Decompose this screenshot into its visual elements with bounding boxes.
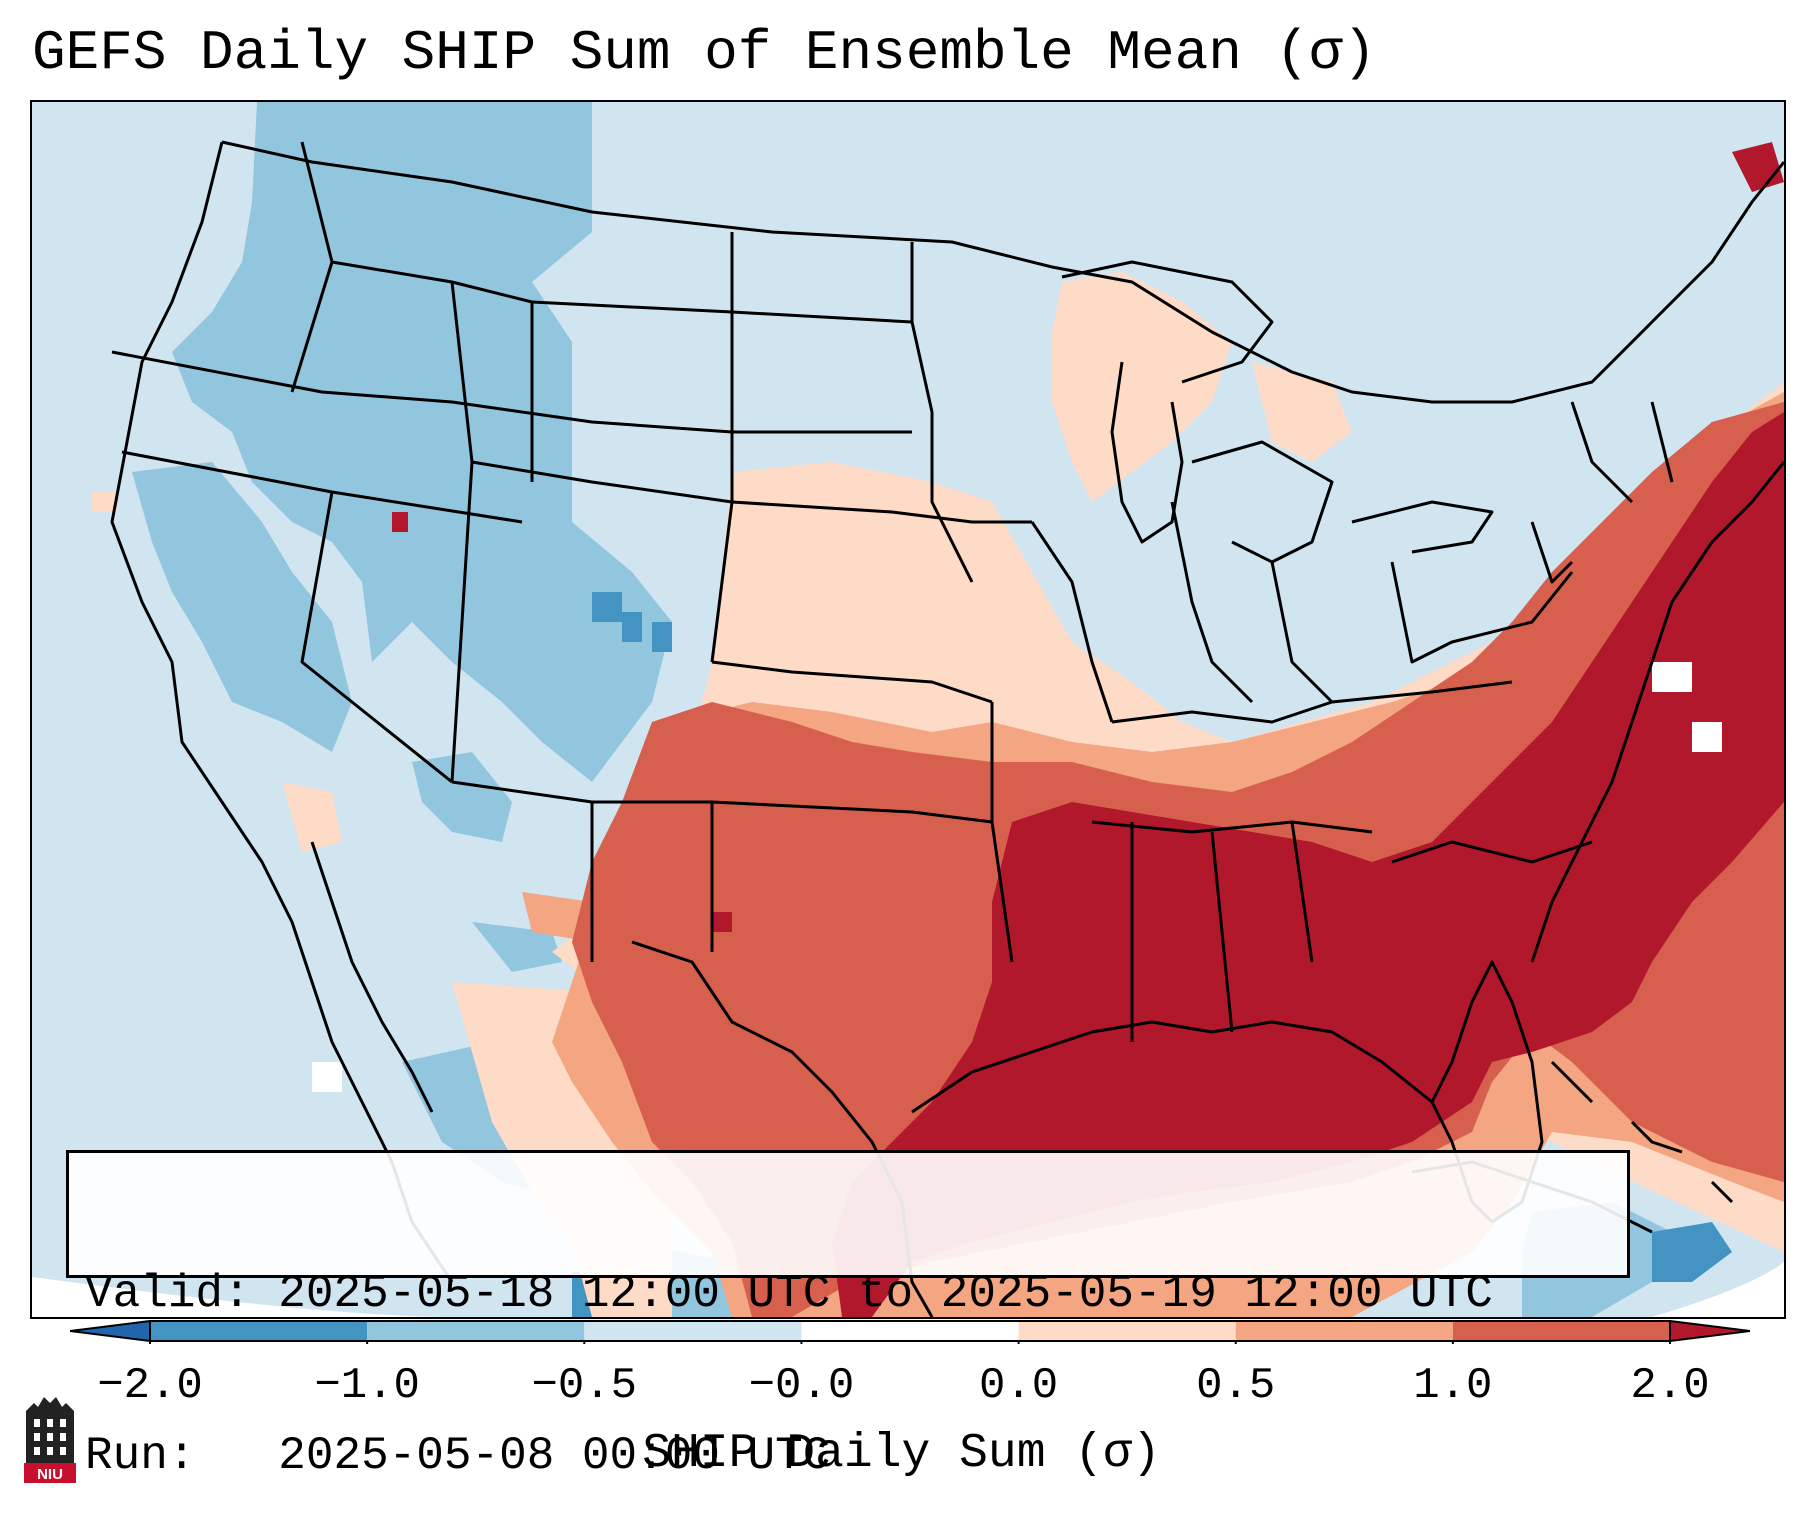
valid-run-info-box: Valid: 2025-05-18 12:00 UTC to 2025-05-1…: [66, 1150, 1630, 1482]
map-panel: [30, 100, 1786, 1319]
colorbar-segment: [584, 1321, 802, 1341]
colorbar-segment: [1235, 1321, 1453, 1341]
colorbar: [70, 1319, 1750, 1344]
niu-logo-icon: NIU: [24, 1397, 76, 1483]
valid-label: Valid:: [85, 1268, 251, 1320]
colorbar-tick-label: −0.0: [748, 1361, 855, 1411]
colorbar-tick-label: 0.0: [978, 1361, 1059, 1411]
valid-row: Valid: 2025-05-18 12:00 UTC to 2025-05-1…: [85, 1267, 1611, 1321]
chart-title: GEFS Daily SHIP Sum of Ensemble Mean (σ): [32, 21, 1377, 85]
colorbar-tick-label: 2.0: [1630, 1361, 1710, 1411]
colorbar-tick-label: −2.0: [97, 1361, 203, 1411]
colorbar-segment: [150, 1321, 368, 1341]
colorbar-segment: [367, 1321, 585, 1341]
colorbar-segment: [1452, 1321, 1670, 1341]
colorbar-tick-label: 0.5: [1196, 1361, 1276, 1411]
colorbar-tick-label: −0.5: [531, 1361, 638, 1411]
colorbar-label: SHIP Daily Sum (σ): [642, 1427, 1161, 1481]
colorbar-tick-label: −1.0: [314, 1361, 420, 1411]
strong-positive-region: [392, 142, 1784, 1317]
logo-text: NIU: [37, 1466, 63, 1483]
run-value: 2025-05-08 00:00 UTC: [278, 1430, 831, 1482]
valid-value: 2025-05-18 12:00 UTC to 2025-05-19 12:00…: [278, 1268, 1493, 1320]
boundaries: [110, 140, 1784, 1317]
run-label: Run:: [85, 1430, 196, 1482]
colorbar-extend-low: [70, 1319, 151, 1343]
run-row: Run: 2025-05-08 00:00 UTC: [85, 1429, 1611, 1483]
colorbar-segment: [1018, 1321, 1236, 1341]
colorbar-extend-high: [1669, 1319, 1750, 1343]
colorbar-tick-label: 1.0: [1413, 1361, 1493, 1411]
colorbar-segment: [801, 1321, 1019, 1341]
colorbar-outline: [149, 1320, 1671, 1342]
ship-field-map: [32, 102, 1784, 1317]
